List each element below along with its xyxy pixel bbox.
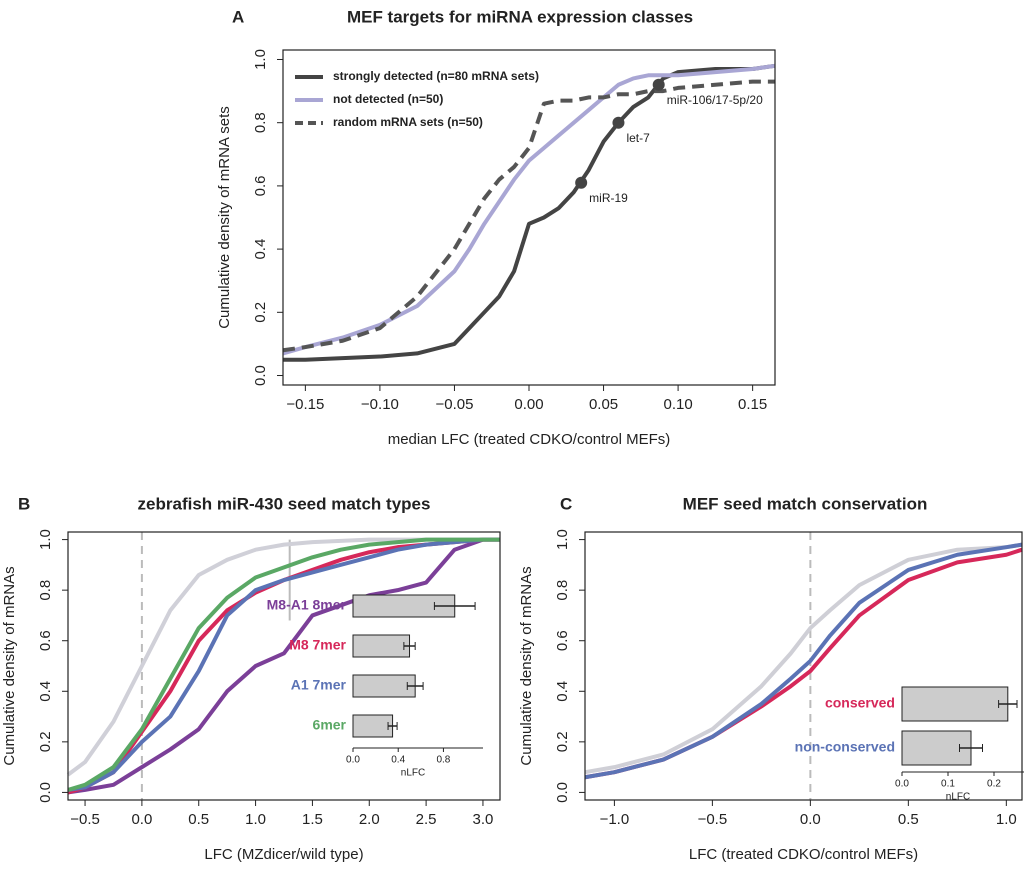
y-tick-label: 0.2 [252,302,269,323]
y-tick-label: 0.8 [37,580,54,601]
inset-tick-label: 0.0 [895,779,909,790]
annotation-label: miR-106/17-5p/20 [667,93,763,107]
y-tick-label: 0.0 [252,365,269,386]
x-tick-label: 0.0 [800,811,821,828]
series-line [282,79,775,353]
panel-label: B [18,494,30,513]
x-tick-label: 2.0 [359,811,380,828]
inset-tick-label: 0.0 [346,755,360,766]
plot-frame [584,531,1023,801]
annotation-label: let-7 [626,131,650,145]
x-tick-label: 0.00 [514,396,543,413]
x-tick-label: 1.0 [996,811,1017,828]
x-tick-label: 2.5 [416,811,437,828]
inset-bar [352,634,411,658]
panel-label: C [560,494,572,513]
series-line [283,63,776,362]
series-line [584,542,1023,780]
x-tick-label: 0.5 [188,811,209,828]
x-tick-label: 3.0 [473,811,494,828]
x-tick-label: −1.0 [600,811,630,828]
legend-label: random mRNA sets (n=50) [333,115,483,129]
inset-bar [901,686,1009,722]
series-line [67,537,500,795]
annotation-point [575,176,588,189]
inset-axis-label: nLFC [401,768,425,779]
legend-label: conserved [825,695,895,711]
annotation-label: miR-19 [589,191,628,205]
x-axis-label: median LFC (treated CDKO/control MEFs) [388,431,671,448]
y-tick-label: 0.0 [37,782,54,803]
y-tick-label: 0.4 [554,681,571,702]
x-tick-label: −0.10 [361,396,399,413]
panel-label: A [232,7,244,26]
y-tick-label: 0.2 [554,731,571,752]
x-tick-label: −0.15 [286,396,324,413]
annotation-point [652,78,665,91]
x-tick-label: 1.5 [302,811,323,828]
x-tick-label: 0.15 [738,396,767,413]
y-axis-label: Cumulative density of mRNAs [518,566,535,765]
chart-title: zebrafish miR-430 seed match types [138,494,431,513]
inset-bar [352,714,394,738]
chart-title: MEF targets for miRNA expression classes [347,7,693,26]
legend-label: not detected (n=50) [333,92,443,106]
x-axis-label: LFC (treated CDKO/control MEFs) [689,846,918,863]
x-tick-label: 0.10 [663,396,692,413]
legend-label: M8-A1 8mer [267,597,347,613]
plot-frame [282,49,776,386]
annotation-point [612,116,625,129]
series-line [584,542,1023,775]
y-tick-label: 0.4 [252,239,269,260]
x-tick-label: 0.0 [131,811,152,828]
legend-label: A1 7mer [291,677,347,693]
x-tick-label: −0.05 [435,396,473,413]
inset-bar [352,674,416,698]
legend-label: 6mer [313,717,347,733]
inset-axis-label: nLFC [946,792,970,803]
y-tick-label: 1.0 [252,49,269,70]
y-axis-label: Cumulative density of mRNA sets [216,106,233,329]
inset-tick-label: 0.4 [391,755,405,766]
y-tick-label: 0.4 [37,681,54,702]
series-line [282,63,776,356]
series-line [67,537,500,792]
y-tick-label: 0.6 [37,630,54,651]
y-tick-label: 0.0 [554,782,571,803]
x-tick-label: −0.5 [70,811,100,828]
y-tick-label: 1.0 [554,529,571,550]
legend-label: M8 7mer [289,637,346,653]
chart-title: MEF seed match conservation [683,494,928,513]
y-tick-label: 0.6 [554,630,571,651]
y-tick-label: 0.8 [554,580,571,601]
plot-frame [67,531,501,801]
y-tick-label: 1.0 [37,529,54,550]
x-tick-label: 0.05 [589,396,618,413]
inset-tick-label: 0.2 [987,779,1001,790]
y-tick-label: 0.8 [252,112,269,133]
series-line [67,537,500,795]
inset-tick-label: 0.1 [941,779,955,790]
inset-tick-label: 0.8 [436,755,450,766]
series-line [67,537,500,792]
x-tick-label: −0.5 [698,811,728,828]
y-axis-label: Cumulative density of mRNAs [1,566,18,765]
y-tick-label: 0.2 [37,731,54,752]
legend-label: non-conserved [795,739,895,755]
y-tick-label: 0.6 [252,175,269,196]
x-tick-label: 1.0 [245,811,266,828]
x-axis-label: LFC (MZdicer/wild type) [204,846,363,863]
legend-label: strongly detected (n=80 mRNA sets) [333,69,539,83]
x-tick-label: 0.5 [898,811,919,828]
